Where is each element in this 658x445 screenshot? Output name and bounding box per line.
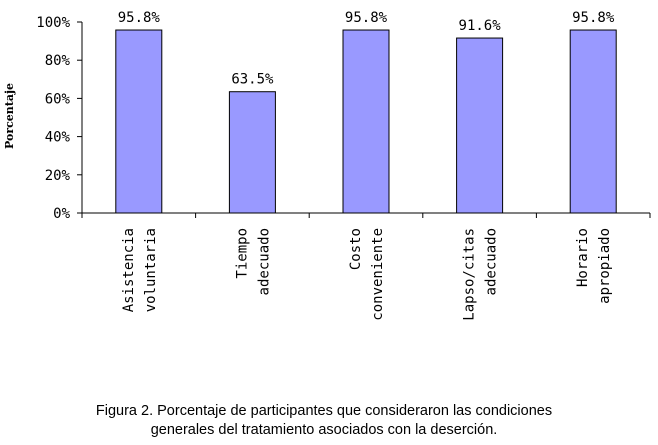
bar (228, 91, 276, 214)
x-tick-label-line: Costo (348, 228, 364, 270)
y-tick-label: 20% (45, 168, 71, 184)
x-tick-label: Asistencia voluntaria (121, 228, 159, 312)
data-label: 63.5% (231, 72, 274, 88)
x-tick-label-line: conveniente (370, 228, 386, 321)
bar (569, 29, 617, 214)
y-tick-label: 0% (53, 206, 70, 222)
bar (342, 29, 390, 214)
x-tick-label-line: adecuado (256, 228, 272, 295)
y-tick-label: 40% (45, 130, 71, 146)
x-tick-label-line: apropiado (597, 228, 613, 304)
x-tick-label-line: Tiempo (234, 228, 250, 279)
bar (115, 29, 163, 214)
bar (456, 37, 504, 214)
data-label: 91.6% (459, 18, 502, 34)
data-label: 95.8% (345, 10, 388, 26)
y-tick-label: 80% (45, 53, 71, 69)
x-tick-label: Costo conveniente (348, 228, 386, 321)
data-label: 95.8% (118, 10, 161, 26)
x-tick-label-line: Lapso/citas (462, 228, 478, 321)
labels: 95.8% Asistencia voluntaria 63.5% Tiempo adec… (118, 10, 615, 321)
x-tick-label-line: voluntaria (143, 228, 159, 312)
x-tick-label: Lapso/citas adecuado (462, 228, 500, 321)
data-label: 95.8% (572, 10, 615, 26)
x-tick-label: Tiempo adecuado (234, 228, 272, 295)
x-tick-label-line: Asistencia (121, 228, 137, 312)
figure-caption: Figura 2. Porcentaje de participantes qu… (60, 402, 588, 440)
caption-line-1: Figura 2. Porcentaje de participantes qu… (95, 403, 553, 419)
x-tick-label: Horario apropiado (575, 228, 613, 304)
y-tick-label: 100% (36, 15, 70, 31)
y-tick-label: 60% (45, 91, 71, 107)
bar-chart: Porcentaje 0% 20% 40% 60% 80% 100% 95.8% Asist… (3, 10, 651, 321)
y-axis-label: Porcentaje (3, 83, 16, 149)
bars (115, 29, 617, 214)
x-tick-label-line: Horario (575, 228, 591, 287)
x-tick-label-line: adecuado (484, 228, 500, 295)
axes: 0% 20% 40% 60% 80% 100% (36, 15, 651, 222)
caption-line-2: generales del tratamiento asociados con … (150, 422, 498, 438)
